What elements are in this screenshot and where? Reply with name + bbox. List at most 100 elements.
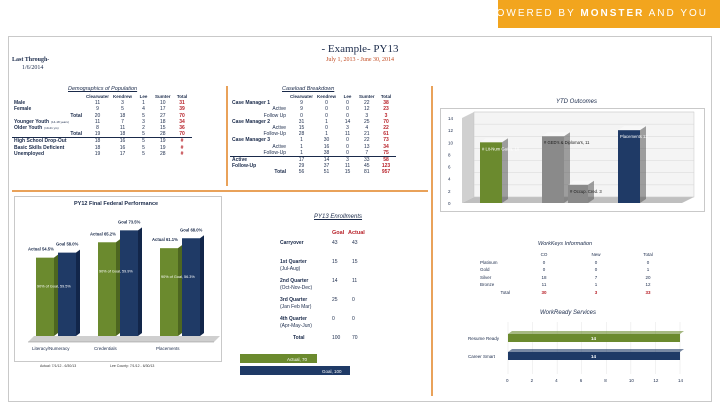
caseload-cell: 45 — [364, 163, 370, 170]
demographics-label-text: Male — [14, 100, 26, 107]
caseload-cell: 51 — [323, 169, 330, 176]
caseload-cell: 3 — [384, 112, 388, 119]
demographics-cell: 18 — [119, 131, 126, 138]
py12-note: 90% of Goal, 56.3% — [161, 275, 195, 279]
demographics-cell: 8 — [96, 125, 99, 132]
demographics-cell: 18 — [119, 112, 126, 119]
enrollment-actual: 0 — [352, 316, 355, 322]
last-through: Last Through- 1/6/2014 — [12, 56, 49, 72]
ytd-bar-top — [480, 138, 508, 143]
caseload-cell: 61 — [383, 131, 389, 138]
caseload-col-4: Total — [380, 94, 392, 99]
banner-prefix: POWERED BY — [487, 8, 576, 19]
enrollment-goal-bar — [240, 366, 350, 375]
enrollment-sublabel: (Jan Feb Mar) — [280, 304, 312, 310]
workready-bar — [508, 334, 680, 342]
py12-goal-label: Goal 58.0% — [56, 242, 79, 247]
demographics-cell: 36 — [179, 125, 185, 132]
demographics-cell: 19 — [94, 131, 101, 138]
py12-actual-bar — [160, 248, 178, 336]
demographics-sublabel-text: (19-21 yrs) — [44, 126, 59, 131]
caseload-row: Active 17 14 3 33 58 — [230, 156, 396, 164]
workready-x-tick: 8 — [604, 378, 607, 383]
py12-actual-bar-side — [178, 245, 182, 336]
demographics-table: Clearwater Kendrew Lee Sumter Total Male… — [12, 94, 192, 157]
enrollment-goal: 14 — [332, 278, 338, 284]
demographics-row-label: Older Youth (19-21 yrs) — [12, 125, 84, 131]
demographics-cell: # — [180, 150, 184, 157]
py12-actual-bar — [36, 257, 54, 336]
caseload-cell: 9 — [300, 100, 303, 107]
caseload-cell: 0 — [300, 112, 303, 119]
enrollment-goal-bar-label: Goal, 100 — [322, 369, 342, 374]
py12-actual-label: Actual 54.5% — [28, 247, 54, 252]
caseload-cell: 22 — [364, 137, 370, 144]
caseload-cell: 21 — [364, 131, 370, 138]
workready-bar-top — [508, 331, 684, 334]
dashboard-frame — [8, 36, 712, 402]
caseload-body: Case Manager 1 9 0 0 22 38 Active 9 0 0 12 23 Follow… — [230, 100, 396, 175]
caseload-cell: 0 — [346, 106, 349, 113]
banner-suffix: AND YOU — [648, 8, 708, 19]
demographics-cell: 3 — [142, 118, 145, 125]
caseload-cell: 1 — [300, 149, 303, 156]
py12-goal-bar — [58, 252, 76, 336]
caseload-cell: 28 — [298, 131, 305, 138]
caseload-cell: 75 — [383, 149, 389, 156]
caseload-cell: 0 — [325, 125, 328, 132]
py12-category-label: Literacy/Numeracy — [32, 346, 70, 351]
caseload-row-label: Case Manager 3 — [232, 137, 271, 144]
demographics-cell: 5 — [142, 112, 145, 119]
caseload-row-label: Follow-Up — [263, 149, 286, 156]
demographics-cell: 31 — [179, 100, 185, 107]
banner: POWERED BY MONSTER AND YOU — [0, 0, 720, 28]
enrollments-total-actual: 70 — [352, 335, 358, 341]
workkeys-row: Bronze 11 1 12 — [478, 281, 674, 289]
py12-chart: PY12 Final Federal Performance Actual 54.… — [28, 201, 220, 351]
ytd-bar-side — [640, 126, 646, 203]
demographics-row: Total 19 18 5 28 70 — [12, 131, 192, 138]
demographics-cell: # — [180, 144, 184, 151]
caseload-row-label: Active — [272, 143, 286, 150]
workkeys-row-label: Platinum — [480, 259, 498, 265]
caseload-cell: 37 — [323, 163, 330, 170]
caseload-cell: 34 — [383, 143, 389, 150]
caseload-cell: 0 — [346, 149, 349, 156]
enrollment-label: 4th Quarter — [280, 316, 307, 322]
caseload-cell: 11 — [344, 163, 351, 170]
caseload-cell: 1 — [325, 118, 328, 125]
enrollment-row: 3rd Quarter (Jan Feb Mar) 25 0 — [280, 297, 370, 315]
ytd-bar-label: # Lit-Num Gains, 10 — [482, 146, 520, 151]
py12-footnote-left: Actual: 7/1/12 - 6/30/13 — [40, 364, 77, 368]
py12-footnote-right: Lee County: 7/1/12 - 6/30/13 — [110, 364, 155, 368]
demographics-row-label: High School Drop-Out — [12, 137, 84, 145]
workkeys-cell: 33 — [645, 289, 651, 295]
demographics-row: Younger Youth (14-18 years) 11 7 3 18 34 — [12, 119, 192, 125]
caseload-row-label: Follow Up — [263, 112, 286, 119]
enrollment-goal: 43 — [332, 240, 338, 246]
caseload-cell: 123 — [381, 163, 391, 170]
py12-goal-label: Goal 68.0% — [180, 227, 203, 232]
enrollment-row: Carryover 43 43 — [280, 240, 370, 258]
demographics-cell: 5 — [142, 144, 145, 151]
banner-bar — [498, 0, 720, 28]
py12-actual-bar-side — [54, 254, 58, 336]
caseload-cell: 14 — [344, 118, 351, 125]
caseload-cell: 0 — [346, 112, 349, 119]
ytd-y-tick: 6 — [448, 165, 451, 170]
caseload-cell: 17 — [288, 156, 316, 164]
caseload-cell: 14 — [315, 156, 339, 164]
workkeys-body: Platinum 0 0 0 Gold 0 0 1 Silver 18 7 20 Bronze 11 1 12… — [478, 259, 674, 297]
workkeys-row-label: Gold — [480, 267, 490, 272]
workready-x-tick: 12 — [653, 378, 659, 383]
caseload-row: Active 15 0 3 4 22 — [230, 125, 396, 131]
demographics-cell: 19 — [153, 137, 173, 145]
workkeys-cell: 0 — [646, 259, 650, 265]
caseload-row: Case Manager 1 9 0 0 22 38 — [230, 100, 396, 106]
demographics-cell: 20 — [94, 112, 101, 119]
workkeys-row: Gold 0 0 1 — [478, 266, 674, 274]
caseload-row: Active 1 16 0 13 34 — [230, 144, 396, 150]
caseload-cell: 15 — [344, 169, 351, 176]
demographics-row-label: Younger Youth (14-18 years) — [12, 119, 84, 125]
caseload-cell: 33 — [357, 156, 377, 164]
